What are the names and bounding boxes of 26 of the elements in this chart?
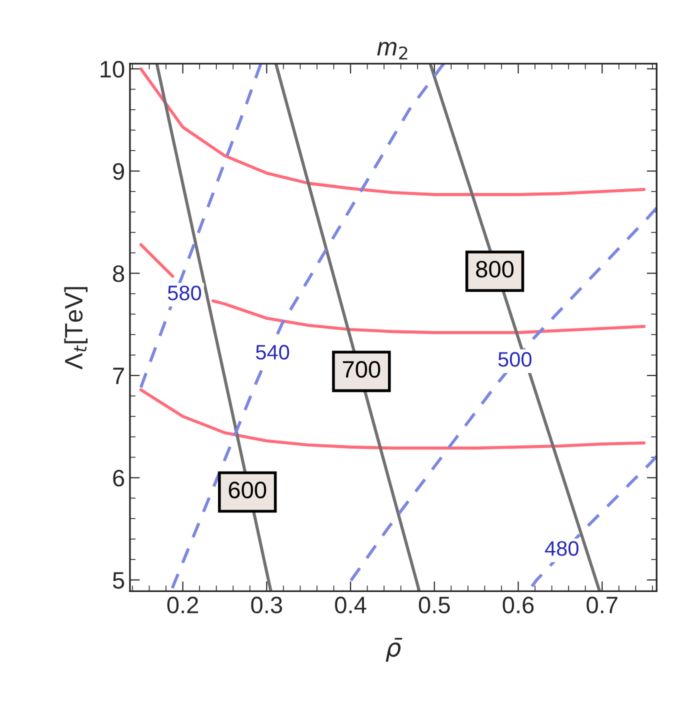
annotation: 800 (476, 260, 514, 278)
y-tick-label: 7 (113, 368, 124, 384)
line-series (139, 388, 646, 450)
x-tick-label: 0.6 (502, 596, 534, 614)
y-tick-label: 5 (112, 572, 124, 589)
x-tick-label: 0.7 (586, 596, 618, 614)
x-tick-label: 0.5 (418, 596, 450, 614)
y-tick-label: 10 (100, 60, 124, 78)
annotation: 480 (544, 541, 578, 556)
annotation: 700 (342, 361, 380, 378)
x-tick-label: 0.4 (335, 596, 366, 614)
x-tick-label: 0.3 (251, 596, 282, 614)
annotation: 580 (168, 286, 202, 300)
x-axis-title: ρ̄ (386, 638, 402, 662)
line-series (139, 67, 646, 196)
y-tick-label: 6 (113, 470, 124, 487)
annotation: 500 (498, 352, 532, 367)
y-tick-label: 8 (112, 265, 124, 282)
annotation: 540 (256, 344, 290, 360)
line-series (170, 64, 446, 592)
y-tick-label: 9 (113, 163, 124, 180)
annotation: 600 (228, 482, 266, 498)
line-series (342, 206, 657, 592)
chart-title: m$_{2}$ (377, 42, 408, 60)
x-tick-label: 0.2 (167, 596, 198, 614)
y-axis-title: Λ$_{t}$[TeV] (64, 287, 88, 370)
